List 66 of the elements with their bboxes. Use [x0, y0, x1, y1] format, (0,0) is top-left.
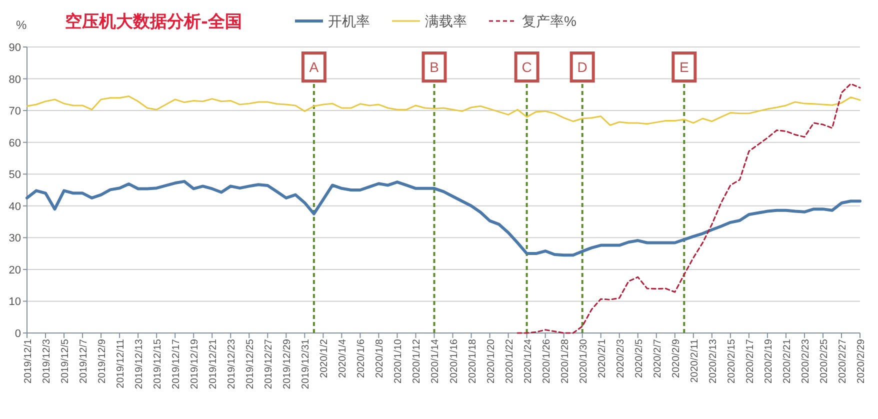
x-tick-label: 2020/2/9 [670, 338, 682, 378]
x-tick-label: 2019/12/25 [245, 338, 256, 390]
y-tick-label: 10 [8, 296, 21, 308]
ref-line-label: D [577, 59, 588, 75]
x-tick-label: 2020/2/27 [837, 338, 848, 384]
x-tick-label: 2020/2/1 [596, 338, 608, 378]
x-tick-label: 2019/12/3 [42, 338, 53, 384]
x-tick-label: 2020/1/14 [430, 338, 442, 384]
x-tick-label: 2020/2/13 [708, 338, 719, 384]
x-tick-label: 2020/1/16 [448, 338, 460, 384]
x-tick-label: 2019/12/13 [134, 338, 146, 390]
x-tick-label: 2019/12/9 [97, 338, 108, 384]
x-tick-label: 2019/12/11 [116, 338, 127, 388]
x-tick-label: 2019/12/1 [23, 338, 34, 384]
y-tick-label: 40 [8, 200, 21, 213]
x-tick-label: 2019/12/29 [282, 338, 294, 390]
legend-label: 满载率 [425, 13, 467, 29]
x-tick-label: 2020/1/24 [522, 338, 534, 384]
y-tick-label: 20 [8, 264, 21, 276]
x-tick-label: 2020/1/8 [374, 338, 386, 378]
x-tick-label: 2020/2/29 [856, 338, 867, 384]
x-tick-label: 2020/1/20 [486, 338, 497, 384]
y-tick-label: 70 [8, 106, 21, 118]
x-tick-label: 2020/2/21 [782, 338, 793, 384]
x-tick-label: 2019/12/27 [264, 338, 275, 390]
x-tick-label: 2020/2/23 [800, 338, 812, 384]
y-tick-label: 0 [14, 328, 21, 340]
legend-label: 开机率 [328, 13, 370, 29]
y-tick-label: 80 [8, 74, 21, 86]
ref-line-label: E [679, 59, 689, 75]
ref-line-label: C [522, 59, 532, 75]
x-tick-label: 2019/12/31 [300, 338, 312, 390]
x-tick-label: 2019/12/21 [208, 338, 220, 390]
chart-title: 空压机大数据分析-全国 [65, 12, 242, 32]
x-tick-label: 2020/1/4 [338, 338, 349, 378]
legend-label: 复产率% [522, 13, 576, 29]
x-tick-label: 2020/2/7 [652, 338, 664, 378]
x-tick-label: 2020/1/10 [393, 338, 404, 384]
ref-line-label: A [309, 59, 320, 75]
x-tick-label: 2019/12/17 [171, 338, 182, 390]
x-tick-label: 2020/2/19 [763, 338, 774, 384]
x-tick-label: 2020/2/3 [615, 338, 626, 378]
x-tick-label: 2020/2/15 [726, 338, 738, 384]
x-tick-label: 2019/12/23 [226, 338, 238, 390]
y-tick-label: 60 [8, 137, 21, 150]
x-tick-label: 2020/1/6 [356, 338, 368, 378]
x-tick-label: 2020/1/2 [319, 338, 330, 378]
x-tick-label: 2019/12/7 [78, 338, 90, 384]
y-tick-label: 90 [8, 42, 21, 54]
x-tick-label: 2020/2/17 [744, 338, 756, 384]
y-tick-label: 30 [8, 232, 21, 245]
ref-line-label: B [430, 59, 439, 75]
x-tick-label: 2019/12/15 [152, 338, 164, 390]
y-axis-title: % [16, 18, 27, 32]
x-tick-label: 2020/1/18 [467, 338, 478, 384]
x-tick-label: 2019/12/19 [190, 338, 201, 390]
x-tick-label: 2020/1/26 [541, 338, 552, 384]
x-tick-label: 2020/1/12 [412, 338, 423, 384]
x-tick-label: 2020/1/22 [504, 338, 516, 384]
x-tick-label: 2020/1/30 [578, 338, 590, 384]
y-tick-label: 50 [8, 169, 21, 182]
x-tick-label: 2020/2/11 [689, 338, 700, 383]
x-tick-label: 2020/2/5 [634, 338, 645, 378]
x-tick-label: 2020/1/28 [560, 338, 571, 384]
x-tick-label: 2019/12/5 [60, 338, 72, 384]
x-tick-label: 2020/2/25 [818, 338, 830, 384]
